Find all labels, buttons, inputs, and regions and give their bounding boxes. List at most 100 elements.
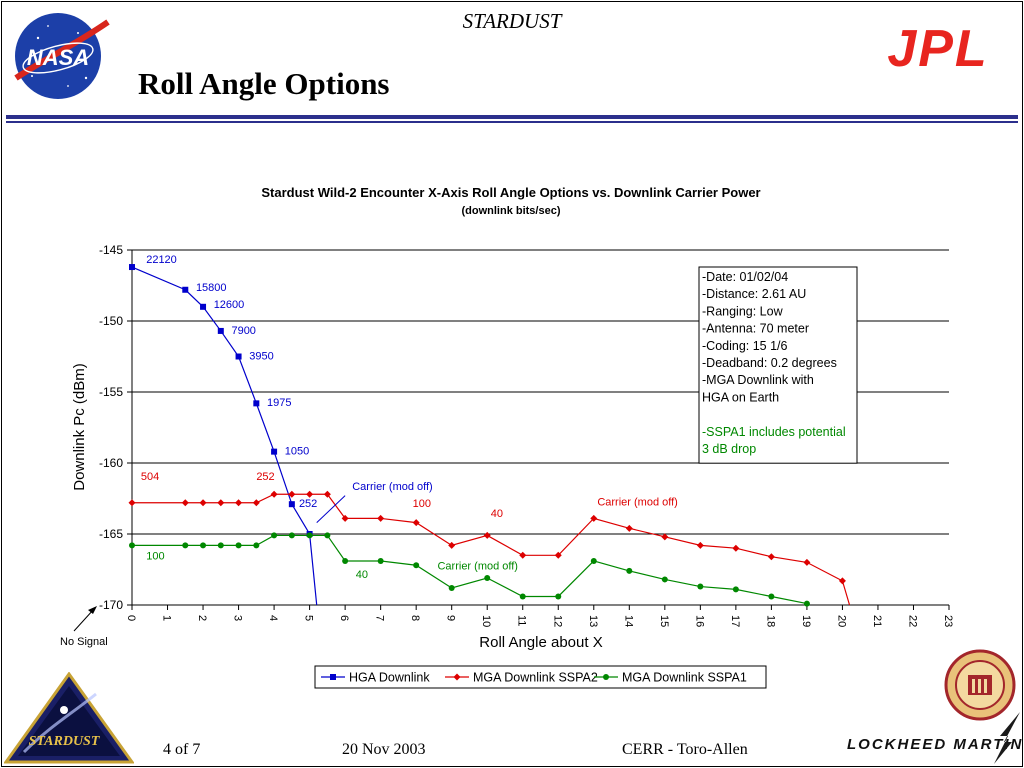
data-label: 252 [299, 498, 317, 510]
x-tick-label: 20 [835, 615, 847, 627]
data-point [412, 519, 420, 527]
footer-page-number: 4 of 7 [163, 741, 201, 758]
x-tick-label: 9 [445, 615, 457, 621]
data-point [519, 551, 527, 559]
series-hga-downlink [129, 264, 318, 606]
data-point [590, 557, 597, 564]
x-tick-label: 19 [800, 615, 812, 627]
x-tick-label: 13 [587, 615, 599, 627]
info-box-line: HGA on Earth [702, 390, 779, 404]
data-point [732, 544, 740, 552]
x-tick-label: 21 [871, 615, 883, 627]
y-tick-label: -145 [99, 243, 123, 257]
data-point [803, 600, 810, 607]
data-point [377, 557, 384, 564]
x-tick-label: 22 [906, 615, 918, 627]
jpl-logo-text: JPL [887, 22, 988, 72]
legend-label: MGA Downlink SSPA1 [622, 671, 747, 685]
data-point [270, 490, 278, 498]
slide-title: Roll Angle Options [138, 66, 390, 101]
data-point [413, 562, 420, 569]
x-tick-label: 8 [409, 615, 421, 621]
data-point [128, 499, 136, 507]
data-point [271, 532, 278, 539]
legend-marker [453, 673, 461, 681]
y-axis-label: Downlink Pc (dBm) [71, 363, 88, 491]
y-tick-label: -155 [99, 385, 123, 399]
data-label: 252 [256, 471, 274, 483]
data-point [803, 558, 811, 566]
x-tick-label: 3 [232, 615, 244, 621]
data-point [288, 501, 295, 508]
data-point [129, 264, 135, 271]
data-point [217, 542, 224, 549]
data-label: Carrier (mod off) [437, 561, 517, 573]
x-tick-label: 15 [658, 615, 670, 627]
x-tick-label: 16 [693, 615, 705, 627]
data-label: Carrier (mod off) [352, 481, 432, 493]
data-point [252, 499, 260, 507]
data-point [217, 499, 225, 507]
x-tick-label: 2 [196, 615, 208, 621]
stardust-logo: STARDUST [4, 672, 134, 764]
x-tick-label: 0 [125, 615, 137, 621]
footer-author: CERR - Toro-Allen [622, 741, 748, 758]
presentation-header: STARDUST [462, 9, 562, 33]
lockheed-martin-logo: LOCKHEED MARTIN [847, 736, 1024, 753]
data-point [200, 303, 207, 310]
info-box-line: 3 dB drop [702, 442, 756, 456]
data-point [235, 353, 242, 360]
data-point [590, 514, 598, 522]
data-point [288, 490, 296, 498]
data-point [324, 532, 331, 539]
carrier-leader-line [316, 495, 346, 524]
legend-label: MGA Downlink SSPA2 [473, 671, 598, 685]
data-point [697, 583, 704, 590]
data-point [626, 567, 633, 574]
y-tick-label: -165 [99, 527, 123, 541]
data-point [767, 553, 775, 561]
data-point [323, 490, 331, 498]
data-label: 7900 [231, 325, 255, 337]
data-point [661, 576, 668, 583]
data-label: 1050 [285, 445, 309, 457]
footer-date: 20 Nov 2003 [342, 741, 426, 758]
data-point [199, 499, 207, 507]
chart-subtitle: (downlink bits/sec) [461, 205, 560, 217]
chart-title: Stardust Wild-2 Encounter X-Axis Roll An… [261, 185, 760, 200]
data-label: 15800 [196, 282, 227, 294]
x-tick-label: 14 [622, 615, 634, 627]
data-point [271, 448, 278, 455]
data-point [554, 551, 562, 559]
x-tick-label: 17 [729, 615, 741, 627]
data-point [448, 584, 455, 591]
data-label: 1975 [267, 397, 291, 409]
series-layer [128, 264, 851, 607]
title-rule-thick [6, 115, 1018, 119]
data-point [483, 531, 491, 539]
data-point [235, 542, 242, 549]
data-point [661, 533, 669, 541]
info-box-line: -Ranging: Low [702, 304, 784, 318]
annotation-layer: 22120 15800 12600 7900 3950 1975 1050 252 Carrie… [141, 254, 678, 581]
info-box: -Date: 01/02/04 -Distance: 2.61 AU -Rangin… [698, 266, 858, 464]
data-point [182, 542, 189, 549]
data-point [181, 499, 189, 507]
x-tick-label: 12 [551, 615, 563, 627]
x-tick-label: 7 [374, 615, 386, 621]
legend: HGA Downlink MGA Downlink SSPA2 MGA Downli… [314, 665, 767, 689]
data-label: 504 [141, 471, 159, 483]
data-label: 40 [491, 508, 503, 520]
data-point [288, 532, 295, 539]
data-point [129, 542, 135, 549]
data-point [377, 514, 385, 522]
x-tick-label: 23 [942, 615, 954, 627]
data-point [235, 499, 243, 507]
data-point [182, 286, 189, 293]
legend-label: HGA Downlink [349, 671, 430, 685]
legend-marker [330, 674, 336, 680]
data-point [519, 593, 526, 600]
info-box-line: -Date: 01/02/04 [702, 270, 788, 284]
no-signal-label: No Signal [60, 636, 108, 648]
data-label: Carrier (mod off) [597, 497, 677, 509]
